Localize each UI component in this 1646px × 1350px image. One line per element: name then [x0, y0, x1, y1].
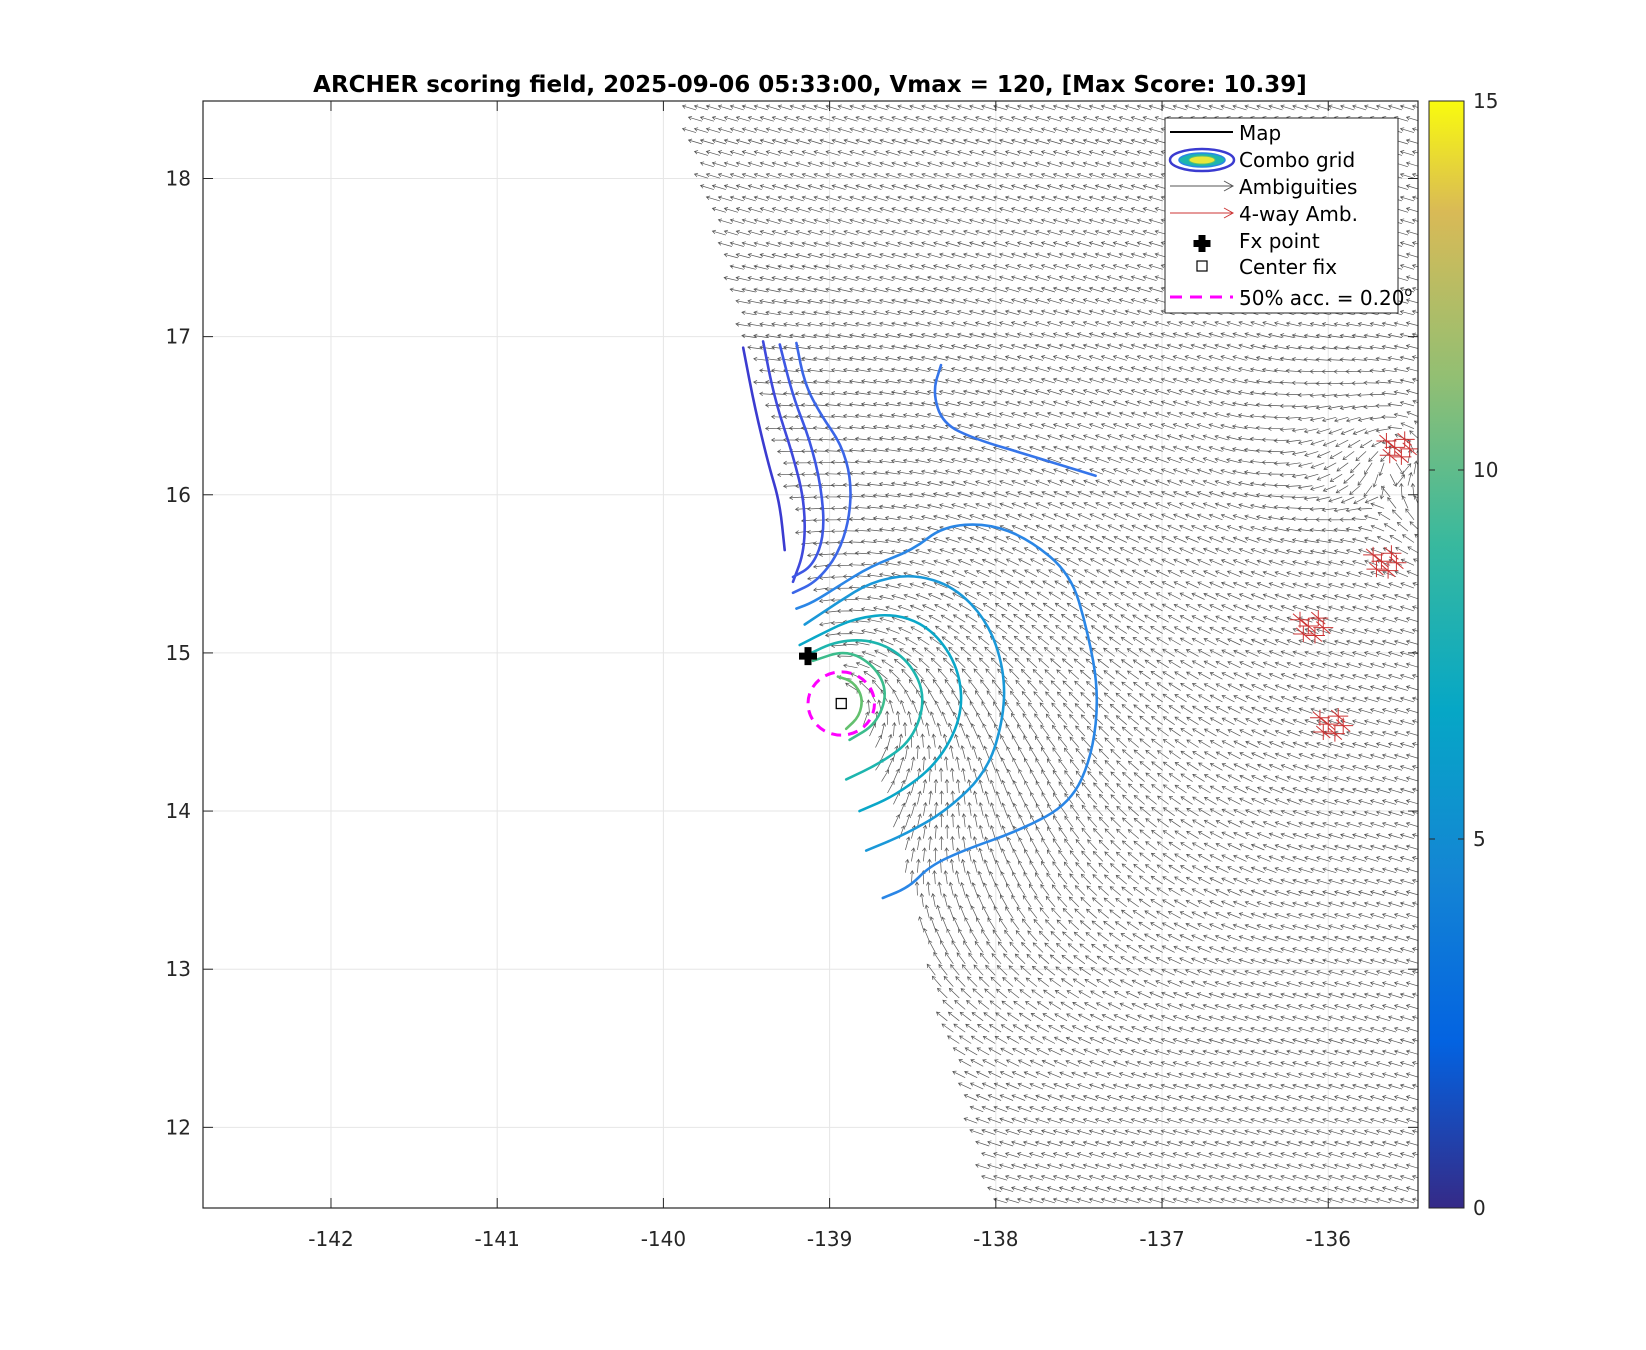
four-way-arrows	[1309, 708, 1354, 742]
score-contour	[803, 574, 1006, 852]
four-way-cluster	[1363, 545, 1407, 579]
x-tick-label: -139	[807, 1227, 852, 1251]
y-tick-label: 14	[166, 799, 191, 823]
fx-point-marker	[799, 647, 818, 666]
y-tick-label: 13	[166, 957, 191, 981]
legend-ambiguities-swatch	[1170, 180, 1235, 192]
legend-accuracy-label: 50% acc. = 0.20o	[1239, 285, 1412, 310]
fix-markers	[799, 647, 876, 737]
colorbar-frame	[1428, 100, 1465, 1209]
four-way-arrows	[1289, 610, 1334, 644]
y-tick-label: 18	[166, 166, 191, 190]
x-tick-label: -138	[973, 1227, 1018, 1251]
score-contour	[836, 675, 863, 731]
score-contour	[761, 340, 806, 584]
legend-center-swatch	[1196, 260, 1208, 272]
colorbar-tick-label: 0	[1473, 1196, 1486, 1220]
legend-map-label: Map	[1239, 121, 1281, 145]
axis-ticks: -142 -141 -140 -139 -138 -137 -136 12 13 14 15 16 17…	[166, 101, 1418, 1251]
x-tick-label: -140	[641, 1227, 686, 1251]
colorbar-tick-label: 5	[1473, 827, 1486, 851]
center-fix-marker	[835, 697, 847, 710]
score-contour	[798, 613, 963, 813]
score-contour	[741, 346, 786, 552]
score-contour	[803, 639, 924, 781]
four-way-cluster	[1289, 610, 1334, 644]
y-tick-label: 12	[166, 1115, 191, 1139]
chart-title: ARCHER scoring field, 2025-09-06 05:33:0…	[313, 72, 1307, 98]
legend-fx-swatch	[1193, 235, 1211, 252]
colorbar-tick-label: 10	[1473, 458, 1498, 482]
y-tick-label: 15	[166, 641, 191, 665]
ambiguity-vectors	[681, 104, 1418, 1204]
colorbar-ticks: 0 5 10 15	[1429, 89, 1498, 1220]
x-tick-label: -136	[1306, 1227, 1351, 1251]
four-way-ambiguities	[1289, 431, 1418, 742]
four-way-arrows	[1376, 431, 1418, 465]
vector-arrows	[681, 104, 1418, 1204]
colorbar-gradient	[1429, 101, 1464, 1208]
y-tick-label: 17	[166, 325, 191, 349]
score-contour	[811, 651, 886, 742]
legend-fourway-label: 4-way Amb.	[1239, 202, 1358, 226]
legend-combo-label: Combo grid	[1239, 148, 1355, 172]
legend-fourway-swatch	[1170, 207, 1235, 219]
score-contour	[933, 363, 1097, 478]
colorbar-tick-label: 15	[1473, 89, 1498, 113]
four-way-arrows	[1363, 545, 1407, 579]
plot-frame	[202, 100, 1419, 1209]
x-tick-label: -137	[1139, 1227, 1184, 1251]
colorbar: 0 5 10 15	[1428, 89, 1498, 1220]
legend-center-label: Center fix	[1239, 255, 1337, 279]
legend-ambiguities-label: Ambiguities	[1239, 175, 1357, 199]
score-contour	[778, 343, 825, 579]
score-contour	[795, 523, 1099, 900]
legend-fx-label: Fx point	[1239, 229, 1320, 253]
score-contours	[741, 340, 1099, 900]
four-way-cluster	[1309, 708, 1354, 742]
x-tick-label: -141	[474, 1227, 519, 1251]
accuracy-circle	[806, 670, 876, 737]
legend-combo-swatch	[1168, 147, 1236, 173]
y-tick-label: 16	[166, 483, 191, 507]
x-tick-label: -142	[308, 1227, 353, 1251]
score-contour	[791, 341, 852, 595]
legend-box	[1164, 117, 1399, 314]
legend: Map Combo grid Ambiguities 4-way Amb. Fx…	[1164, 117, 1412, 314]
four-way-cluster	[1376, 431, 1418, 465]
